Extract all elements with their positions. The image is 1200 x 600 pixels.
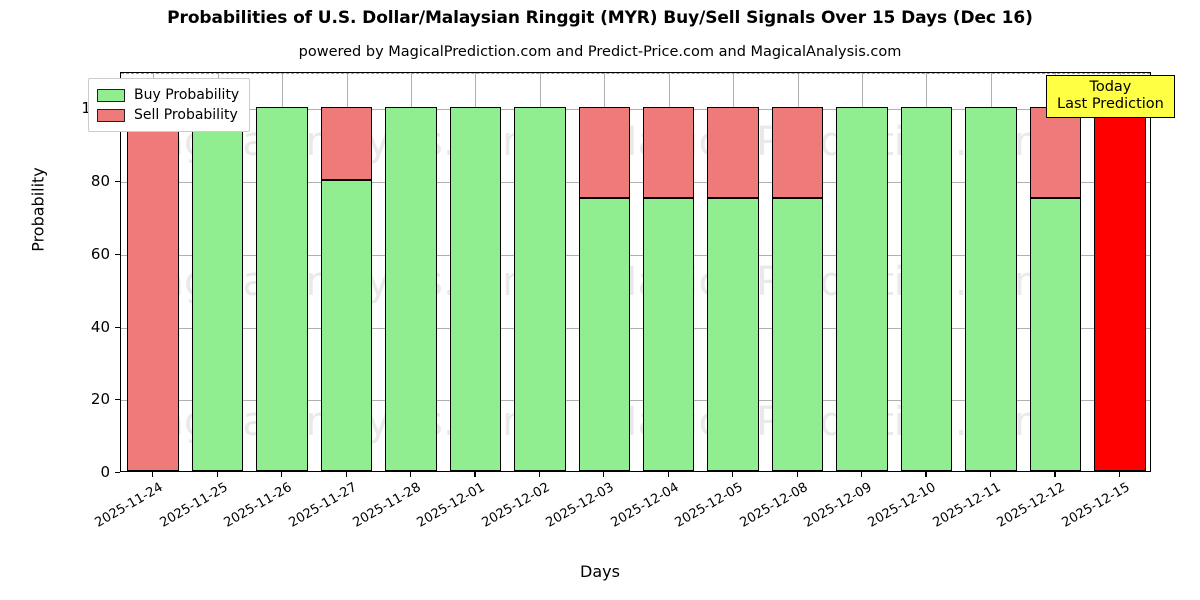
x-tick-mark	[281, 472, 283, 477]
bar-segment-sell[interactable]	[771, 107, 824, 199]
legend-item-sell: Sell Probability	[97, 105, 239, 125]
bar-segment-sell[interactable]	[707, 107, 759, 199]
gridline-horizontal	[121, 400, 1150, 402]
gridline-horizontal	[121, 327, 1150, 329]
chart-subtitle: powered by MagicalPrediction.com and Pre…	[298, 44, 902, 60]
bar-segment-buy[interactable]	[320, 180, 373, 471]
y-tick-mark	[115, 326, 120, 328]
bar-group[interactable]	[836, 73, 888, 471]
bar-group[interactable]	[965, 73, 1017, 471]
y-tick-mark	[115, 253, 120, 255]
x-tick-mark	[603, 472, 605, 477]
bar-segment-buy[interactable]	[385, 107, 437, 471]
bar-segment-buy[interactable]	[449, 107, 502, 471]
legend-swatch-sell	[97, 108, 125, 122]
y-tick-label: 40	[90, 317, 110, 336]
y-axis-label: Probability	[28, 167, 48, 252]
bar-segment-buy[interactable]	[836, 107, 888, 471]
bar-group[interactable]	[771, 73, 824, 471]
bar-segment-buy[interactable]	[642, 198, 695, 471]
x-tick-mark	[796, 472, 798, 477]
bar-group[interactable]	[1029, 73, 1082, 471]
y-tick-label: 0	[100, 463, 110, 481]
bar-group[interactable]	[642, 73, 695, 471]
bar-group[interactable]	[449, 73, 502, 471]
x-tick-mark	[667, 472, 669, 477]
gridline-horizontal	[121, 254, 1150, 256]
bar-segment-buy[interactable]	[191, 107, 244, 471]
today-annotation-line2: Last Prediction	[1057, 95, 1164, 112]
x-tick-mark	[925, 472, 927, 477]
x-tick-mark	[1054, 472, 1056, 477]
bar-segment-buy[interactable]	[1029, 198, 1082, 471]
bar-segment-today[interactable]	[1094, 107, 1146, 471]
x-tick-mark	[989, 472, 992, 477]
plot-area: MagicalAnalysis.com MagicalPrediction.co…	[120, 72, 1151, 472]
x-tick-mark	[861, 472, 863, 477]
today-annotation-line1: Today	[1089, 79, 1132, 95]
bar-group[interactable]	[900, 73, 953, 471]
bar-segment-buy[interactable]	[707, 198, 759, 471]
today-annotation: Today Last Prediction	[1046, 75, 1175, 119]
bar-segment-buy[interactable]	[965, 107, 1017, 471]
gridline-horizontal	[121, 182, 1150, 184]
x-tick-mark	[538, 472, 541, 477]
bar-segment-buy[interactable]	[514, 107, 566, 471]
x-tick-mark	[409, 472, 412, 477]
bar-segment-sell[interactable]	[642, 107, 695, 199]
legend-item-buy: Buy Probability	[97, 85, 239, 105]
x-tick-mark	[732, 472, 734, 477]
bar-segment-buy[interactable]	[771, 198, 824, 471]
bar-group[interactable]	[707, 73, 759, 471]
legend-label-buy: Buy Probability	[134, 87, 240, 103]
bar-segment-sell[interactable]	[127, 107, 179, 471]
x-axis-label: Days	[580, 562, 620, 581]
bar-group[interactable]	[256, 73, 308, 471]
chart-legend: Buy Probability Sell Probability	[88, 78, 251, 132]
bar-segment-sell[interactable]	[320, 107, 373, 181]
bar-group[interactable]	[320, 73, 373, 471]
chart-title: Probabilities of U.S. Dollar/Malaysian R…	[167, 8, 1033, 28]
y-tick-label: 80	[90, 172, 110, 191]
y-tick-label: 20	[90, 390, 110, 409]
legend-swatch-buy	[97, 88, 125, 102]
y-tick-mark	[115, 472, 120, 474]
bar-segment-sell[interactable]	[578, 107, 631, 199]
bar-segment-buy[interactable]	[900, 107, 953, 471]
bar-group[interactable]	[385, 73, 437, 471]
x-tick-mark	[345, 472, 347, 477]
x-tick-mark	[216, 472, 218, 477]
legend-label-sell: Sell Probability	[134, 107, 238, 123]
bar-segment-buy[interactable]	[578, 198, 631, 471]
bar-group[interactable]	[127, 73, 179, 471]
bar-group[interactable]	[514, 73, 566, 471]
bar-group[interactable]	[191, 73, 244, 471]
x-tick-mark	[474, 472, 476, 477]
x-tick-mark	[1118, 472, 1120, 477]
bar-segment-buy[interactable]	[256, 107, 308, 471]
y-tick-label: 60	[90, 244, 110, 263]
bar-group[interactable]	[578, 73, 631, 471]
y-tick-mark	[115, 399, 120, 401]
gridline-horizontal	[121, 109, 1150, 111]
bar-segment-sell[interactable]	[1029, 107, 1082, 199]
upper-limit-line	[121, 73, 1150, 74]
x-tick-mark	[152, 472, 154, 477]
y-tick-mark	[115, 181, 120, 183]
bar-group[interactable]	[1094, 73, 1146, 471]
